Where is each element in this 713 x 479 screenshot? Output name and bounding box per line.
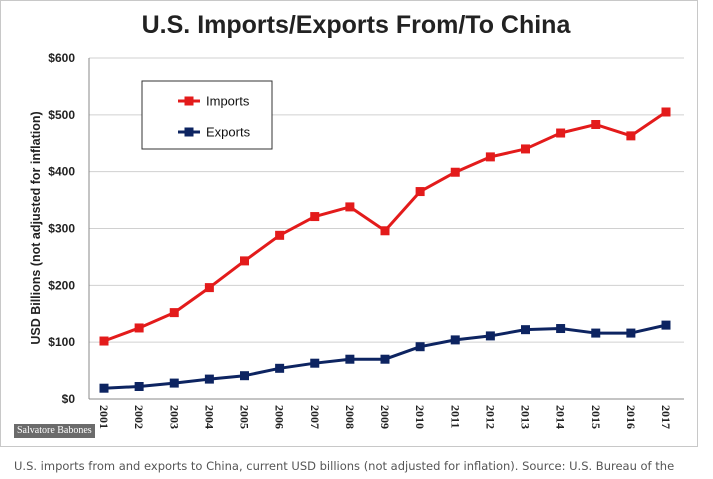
y-tick-label: $0 [62,392,76,406]
data-point-imports [204,283,214,293]
x-tick-label: 2016 [624,405,638,429]
data-point-imports [310,212,320,222]
x-tick-label: 2007 [308,405,322,429]
data-point-exports [521,325,530,335]
line-chart: U.S. Imports/Exports From/To China USD B… [29,11,684,429]
data-point-exports [415,342,425,352]
y-tick-label: $500 [48,108,75,122]
x-tick-label: 2017 [659,405,673,429]
data-point-imports [556,128,566,138]
data-point-exports [169,378,179,388]
data-point-exports [556,324,566,334]
data-point-exports [275,363,285,373]
data-point-exports [99,383,109,393]
x-tick-label: 2009 [378,405,392,429]
data-point-exports [134,381,144,391]
data-point-imports [485,152,495,162]
figure-caption: U.S. imports from and exports to China, … [14,459,675,473]
data-point-exports [310,358,320,368]
y-tick-label: $400 [48,165,75,179]
y-tick-label: $300 [48,222,75,236]
series [99,107,671,393]
legend: Imports Exports [141,80,273,150]
y-tick-label: $600 [48,51,75,65]
x-tick-label: 2005 [238,405,252,429]
data-point-exports [591,328,601,338]
x-tick-labels: 2001 2002 2003 2004 2005 2006 2007 2008 2009 2010… [97,405,673,429]
data-point-imports [99,336,109,346]
x-tick-label: 2014 [554,405,568,429]
y-axis-label: USD Billions (not adjusted for inflation… [29,111,43,344]
x-tick-label: 2006 [273,405,287,429]
data-point-imports [521,144,530,154]
data-point-imports [240,256,249,266]
data-point-imports [380,226,390,236]
data-point-exports [626,328,636,338]
x-tick-label: 2010 [413,405,427,429]
photo-credit: Salvatore Babones [14,424,95,438]
series-imports [99,107,671,346]
data-point-imports [134,323,144,333]
x-tick-label: 2001 [97,405,111,429]
data-point-exports [450,335,460,345]
data-point-imports [626,131,636,141]
x-tick-label: 2002 [132,405,146,429]
x-tick-label: 2013 [519,405,533,429]
y-tick-label: $100 [48,335,75,349]
data-point-imports [169,308,179,318]
data-point-imports [591,119,601,129]
x-tick-label: 2003 [167,405,181,429]
data-point-exports [204,374,214,384]
axes [88,58,684,400]
legend-marker-imports [184,96,194,106]
x-tick-label: 2004 [202,405,216,429]
legend-label-exports: Exports [206,125,251,140]
y-tick-label: $200 [48,278,75,292]
x-tick-label: 2008 [343,405,357,429]
x-tick-label: 2012 [483,405,497,429]
chart-frame: U.S. Imports/Exports From/To China USD B… [0,0,698,447]
data-point-exports [380,354,390,364]
data-point-imports [450,167,460,177]
data-point-exports [485,331,495,341]
data-point-imports [415,187,425,197]
legend-marker-exports [184,127,194,137]
y-tick-labels: $0 $100 $200 $300 $400 $500 $600 [48,51,75,406]
data-point-exports [345,354,355,364]
x-tick-label: 2015 [589,405,603,429]
data-point-imports [661,107,671,117]
data-point-exports [240,371,249,381]
series-exports [99,320,671,393]
data-point-imports [345,202,355,212]
data-point-exports [661,320,671,330]
x-tick-label: 2011 [448,405,462,428]
legend-box [141,80,273,150]
chart-title: U.S. Imports/Exports From/To China [142,11,572,39]
data-point-imports [275,230,285,240]
legend-label-imports: Imports [206,94,250,109]
